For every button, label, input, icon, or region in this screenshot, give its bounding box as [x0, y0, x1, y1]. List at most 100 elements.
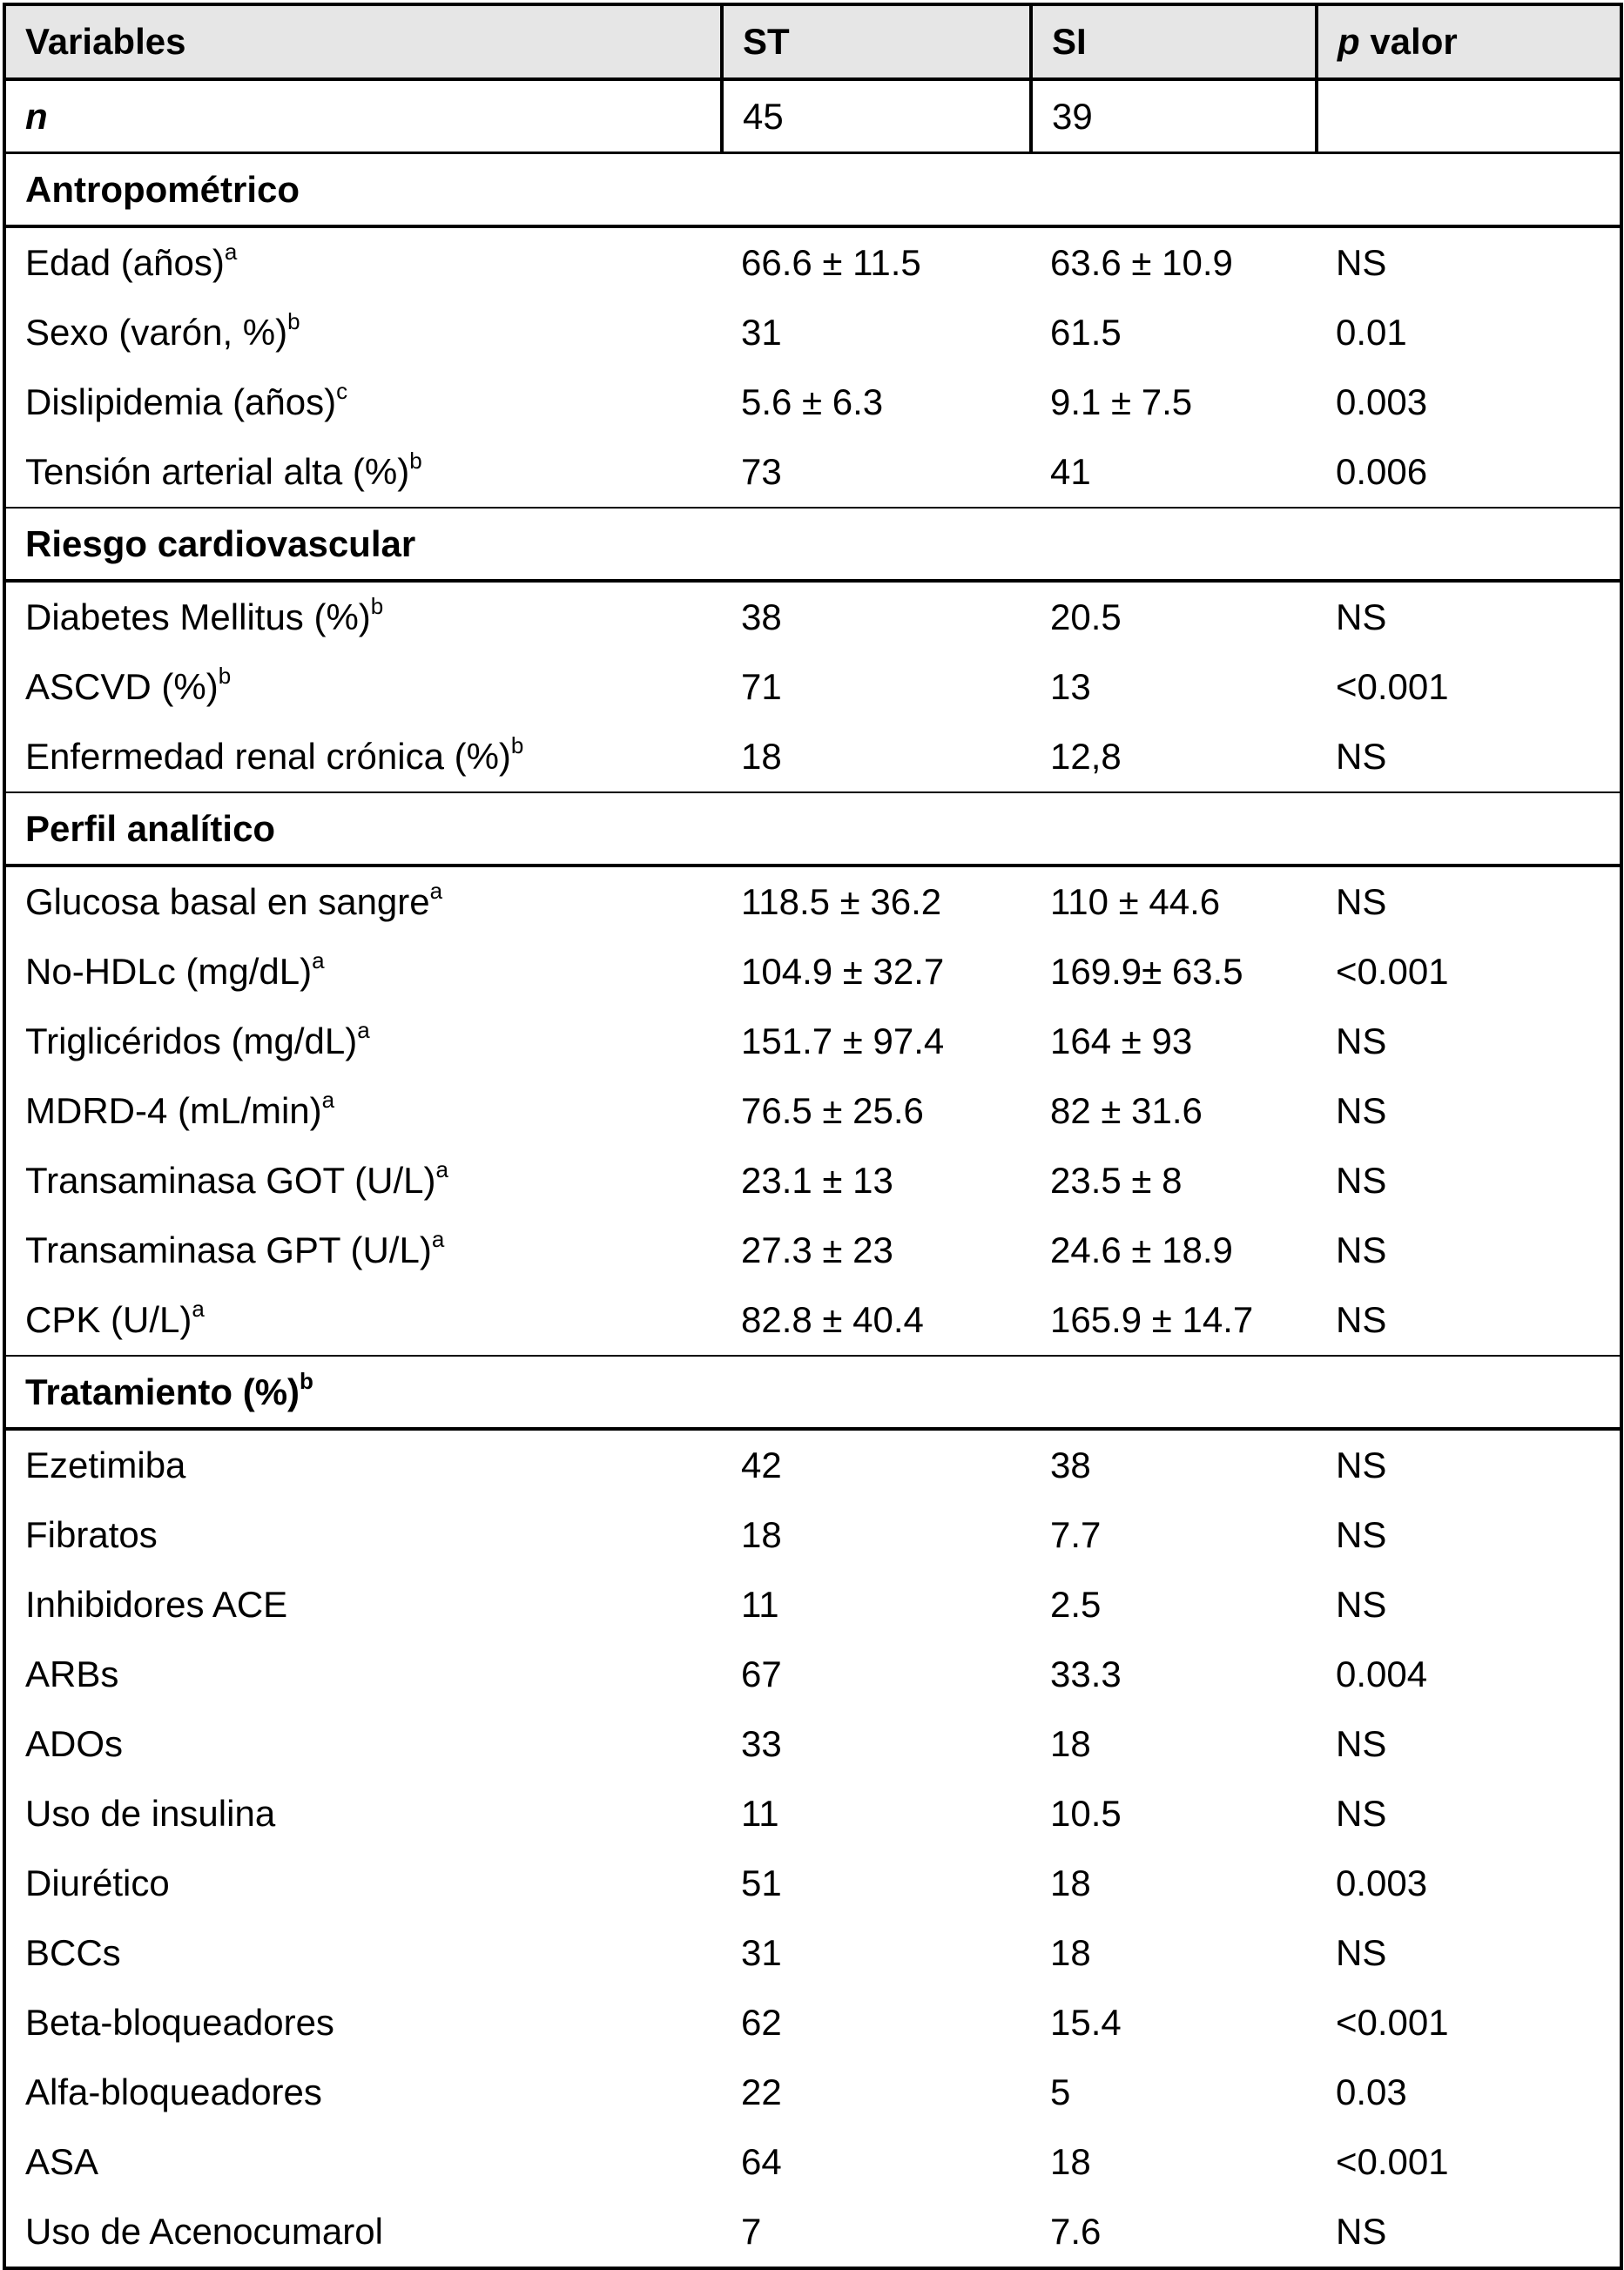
header-si: SI	[1031, 4, 1317, 79]
row-footnote: b	[409, 448, 421, 474]
row-label-text: Fibratos	[25, 1514, 158, 1555]
row-footnote: b	[219, 663, 231, 689]
section-title-text: Tratamiento (%)	[25, 1371, 300, 1412]
row-label: Sexo (varón, %)b	[4, 298, 722, 367]
row-si-value: 10.5	[1031, 1779, 1317, 1849]
row-label-text: CPK (U/L)	[25, 1299, 192, 1340]
row-footnote: a	[357, 1017, 369, 1043]
row-p-value: NS	[1317, 1570, 1621, 1640]
row-label: Transaminasa GPT (U/L)a	[4, 1216, 722, 1285]
row-si-value: 20.5	[1031, 581, 1317, 652]
table-row: Uso de Acenocumarol77.6NS	[4, 2197, 1621, 2268]
row-st-value: 5.6 ± 6.3	[722, 367, 1031, 437]
n-p	[1317, 79, 1621, 153]
row-st-value: 66.6 ± 11.5	[722, 226, 1031, 298]
row-label: ASCVD (%)b	[4, 652, 722, 722]
row-si-value: 9.1 ± 7.5	[1031, 367, 1317, 437]
comparison-table: Variables ST SI p valor n 45 39 Antropom…	[3, 3, 1623, 2270]
section-title-text: Perfil analítico	[25, 808, 275, 849]
row-label: Alfa-bloqueadores	[4, 2058, 722, 2127]
row-si-value: 2.5	[1031, 1570, 1317, 1640]
row-si-value: 33.3	[1031, 1640, 1317, 1709]
section-title: Tratamiento (%)b	[4, 1356, 1621, 1429]
row-si-value: 169.9± 63.5	[1031, 937, 1317, 1007]
row-st-value: 18	[722, 722, 1031, 792]
table-row: ADOs3318NS	[4, 1709, 1621, 1779]
row-label-text: MDRD-4 (mL/min)	[25, 1090, 322, 1131]
section-title-text: Antropométrico	[25, 169, 300, 210]
row-st-value: 67	[722, 1640, 1031, 1709]
header-p-rest: valor	[1360, 21, 1458, 62]
table-row: Ezetimiba4238NS	[4, 1429, 1621, 1500]
row-label-text: No-HDLc (mg/dL)	[25, 951, 312, 992]
table-header-row: Variables ST SI p valor	[4, 4, 1621, 79]
row-label: Beta-bloqueadores	[4, 1988, 722, 2058]
row-label: Triglicéridos (mg/dL)a	[4, 1007, 722, 1076]
row-p-value: NS	[1317, 1709, 1621, 1779]
row-footnote: b	[371, 593, 383, 619]
row-label-text: ADOs	[25, 1723, 123, 1764]
row-label-text: Dislipidemia (años)	[25, 381, 336, 422]
table-row: Uso de insulina1110.5NS	[4, 1779, 1621, 1849]
row-p-value: 0.003	[1317, 367, 1621, 437]
row-label: Ezetimiba	[4, 1429, 722, 1500]
row-label-text: ASA	[25, 2141, 98, 2182]
section-title-text: Riesgo cardiovascular	[25, 523, 415, 564]
row-p-value: NS	[1317, 1429, 1621, 1500]
row-si-value: 18	[1031, 2127, 1317, 2197]
table-row: Dislipidemia (años)c5.6 ± 6.39.1 ± 7.50.…	[4, 367, 1621, 437]
section-header-row: Riesgo cardiovascular	[4, 508, 1621, 581]
row-label: Dislipidemia (años)c	[4, 367, 722, 437]
row-p-value: 0.03	[1317, 2058, 1621, 2127]
row-label: Enfermedad renal crónica (%)b	[4, 722, 722, 792]
row-label-text: Glucosa basal en sangre	[25, 881, 430, 922]
table-row: Alfa-bloqueadores2250.03	[4, 2058, 1621, 2127]
table-row: Glucosa basal en sangrea118.5 ± 36.2110 …	[4, 866, 1621, 937]
row-label: Glucosa basal en sangrea	[4, 866, 722, 937]
row-p-value: NS	[1317, 581, 1621, 652]
row-p-value: NS	[1317, 1918, 1621, 1988]
row-si-value: 12,8	[1031, 722, 1317, 792]
row-label-text: Diabetes Mellitus (%)	[25, 596, 371, 637]
row-label: No-HDLc (mg/dL)a	[4, 937, 722, 1007]
row-si-value: 7.7	[1031, 1500, 1317, 1570]
row-si-value: 23.5 ± 8	[1031, 1146, 1317, 1216]
table-row: Enfermedad renal crónica (%)b1812,8NS	[4, 722, 1621, 792]
row-label-text: Diurético	[25, 1862, 170, 1903]
row-label-text: Transaminasa GPT (U/L)	[25, 1229, 432, 1270]
row-st-value: 31	[722, 298, 1031, 367]
row-p-value: 0.004	[1317, 1640, 1621, 1709]
section-header-row: Tratamiento (%)b	[4, 1356, 1621, 1429]
row-footnote: a	[322, 1087, 334, 1113]
table-row: Edad (años)a66.6 ± 11.563.6 ± 10.9NS	[4, 226, 1621, 298]
row-label: ASA	[4, 2127, 722, 2197]
row-p-value: NS	[1317, 2197, 1621, 2268]
row-st-value: 11	[722, 1570, 1031, 1640]
row-st-value: 151.7 ± 97.4	[722, 1007, 1031, 1076]
row-label: Edad (años)a	[4, 226, 722, 298]
row-p-value: NS	[1317, 1779, 1621, 1849]
row-p-value: NS	[1317, 1285, 1621, 1356]
row-label-text: Ezetimiba	[25, 1445, 185, 1485]
row-si-value: 15.4	[1031, 1988, 1317, 2058]
row-st-value: 7	[722, 2197, 1031, 2268]
table-row: No-HDLc (mg/dL)a104.9 ± 32.7169.9± 63.5<…	[4, 937, 1621, 1007]
row-st-value: 104.9 ± 32.7	[722, 937, 1031, 1007]
row-st-value: 82.8 ± 40.4	[722, 1285, 1031, 1356]
row-st-value: 23.1 ± 13	[722, 1146, 1031, 1216]
row-footnote: a	[192, 1296, 204, 1322]
row-p-value: 0.01	[1317, 298, 1621, 367]
row-st-value: 62	[722, 1988, 1031, 2058]
row-st-value: 64	[722, 2127, 1031, 2197]
table-row: Diabetes Mellitus (%)b3820.5NS	[4, 581, 1621, 652]
row-st-value: 27.3 ± 23	[722, 1216, 1031, 1285]
table-row: Inhibidores ACE112.5NS	[4, 1570, 1621, 1640]
row-p-value: 0.003	[1317, 1849, 1621, 1918]
row-label: Diurético	[4, 1849, 722, 1918]
row-footnote: a	[435, 1156, 448, 1182]
row-si-value: 13	[1031, 652, 1317, 722]
table-row: Diurético51180.003	[4, 1849, 1621, 1918]
table-row: CPK (U/L)a82.8 ± 40.4165.9 ± 14.7NS	[4, 1285, 1621, 1356]
row-footnote: a	[225, 239, 237, 265]
row-si-value: 5	[1031, 2058, 1317, 2127]
